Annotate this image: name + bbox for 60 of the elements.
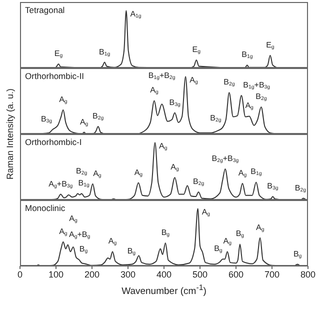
annotation: A$_{g}$+B$_{3g}$ <box>48 179 73 190</box>
chart-title: Orthorhombic-I <box>25 137 82 147</box>
x-tick-label: 200 <box>84 269 100 280</box>
annotation: B$_{3g}$ <box>40 114 52 125</box>
annotation: E$_{g}$ <box>54 48 63 60</box>
x-tick-label: 700 <box>264 269 280 280</box>
annotation: A$_{g}$ <box>245 101 254 112</box>
annotation: B$_{3g}$ <box>267 182 278 192</box>
x-tick-label: 100 <box>48 269 64 280</box>
x-tick-label: 500 <box>192 269 208 280</box>
annotation: B$_{2g}$ <box>210 113 222 124</box>
chart-title: Tetragonal <box>25 5 65 15</box>
annotation: B$_{3g}$ <box>169 98 180 108</box>
annotation: B$_{g}$ <box>214 244 222 254</box>
x-axis-title: Wavenumber (cm$^{-1}$) <box>120 283 208 298</box>
annotation: B$_{g}$ <box>79 244 88 255</box>
annotation: B$_{2g}$ <box>76 166 88 177</box>
annotation: A$_{g}$ <box>93 168 102 180</box>
x-tick-label: 400 <box>156 269 172 280</box>
annotation: B$_{1g}$+B$_{3g}$ <box>243 80 270 91</box>
chart-title: Orthorhombic-II <box>25 71 84 81</box>
annotation: B$_{2g}$ <box>294 183 306 194</box>
x-tick-label: 300 <box>120 269 136 280</box>
annotation: A$_{g}$ <box>170 162 180 173</box>
annotation: B$_{g}$ <box>161 228 170 238</box>
annotation: B$_{1g}$ <box>99 47 110 58</box>
annotation: B$_{g}$ <box>293 249 302 260</box>
annotation: B$_{1g}$+B$_{2g}$ <box>148 71 176 82</box>
x-tick-label: 800 <box>300 269 316 280</box>
annotation: A$_{g}$+B$_{g}$ <box>69 230 90 240</box>
annotation: E$_{g}$ <box>266 40 274 51</box>
annotation: B$_{1g}$ <box>242 50 253 60</box>
x-tick-label: 600 <box>228 269 244 280</box>
annotation: B$_{1g}$ <box>78 178 90 189</box>
annotation: A$_{g}$ <box>238 168 247 179</box>
annotation: B$_{2g}$ <box>256 92 267 102</box>
annotation: A$_{g}$ <box>108 236 117 247</box>
annotation: B$_{2g}$ <box>224 78 235 88</box>
x-tick-label: 0 <box>17 269 23 280</box>
annotation: A$_{g}$ <box>256 222 264 234</box>
annotation: A$_{g}$ <box>190 76 198 86</box>
annotation: B$_{g}$ <box>127 246 136 257</box>
annotation: B$_{2g}$+B$_{3g}$ <box>212 154 239 164</box>
annotation: B$_{2g}$ <box>92 112 104 122</box>
annotation: A$_{g}$ <box>80 117 88 128</box>
annotation: E$_{g}$ <box>192 44 201 56</box>
y-axis-title: Raman Intensity (a. u.) <box>4 87 16 182</box>
annotation: B$_{1g}$ <box>250 167 262 178</box>
annotation: A$_{g}$ <box>202 208 210 218</box>
annotation: A$_{g}$ <box>223 236 232 247</box>
annotation: A$_{g}$ <box>159 142 168 152</box>
annotation: A$_{g}$ <box>59 94 68 106</box>
annotation: A$_{g}$ <box>134 168 143 178</box>
annotation: B$_{2g}$ <box>192 176 204 188</box>
annotation: A$_{g}$ <box>150 86 159 96</box>
annotation: A$_{g}$ <box>59 226 68 238</box>
annotation: A$_{g}$ <box>69 214 78 224</box>
chart-title: Monoclinic <box>25 203 66 213</box>
annotation: A$_{1g}$ <box>130 10 142 20</box>
annotation: B$_{g}$ <box>236 229 244 240</box>
